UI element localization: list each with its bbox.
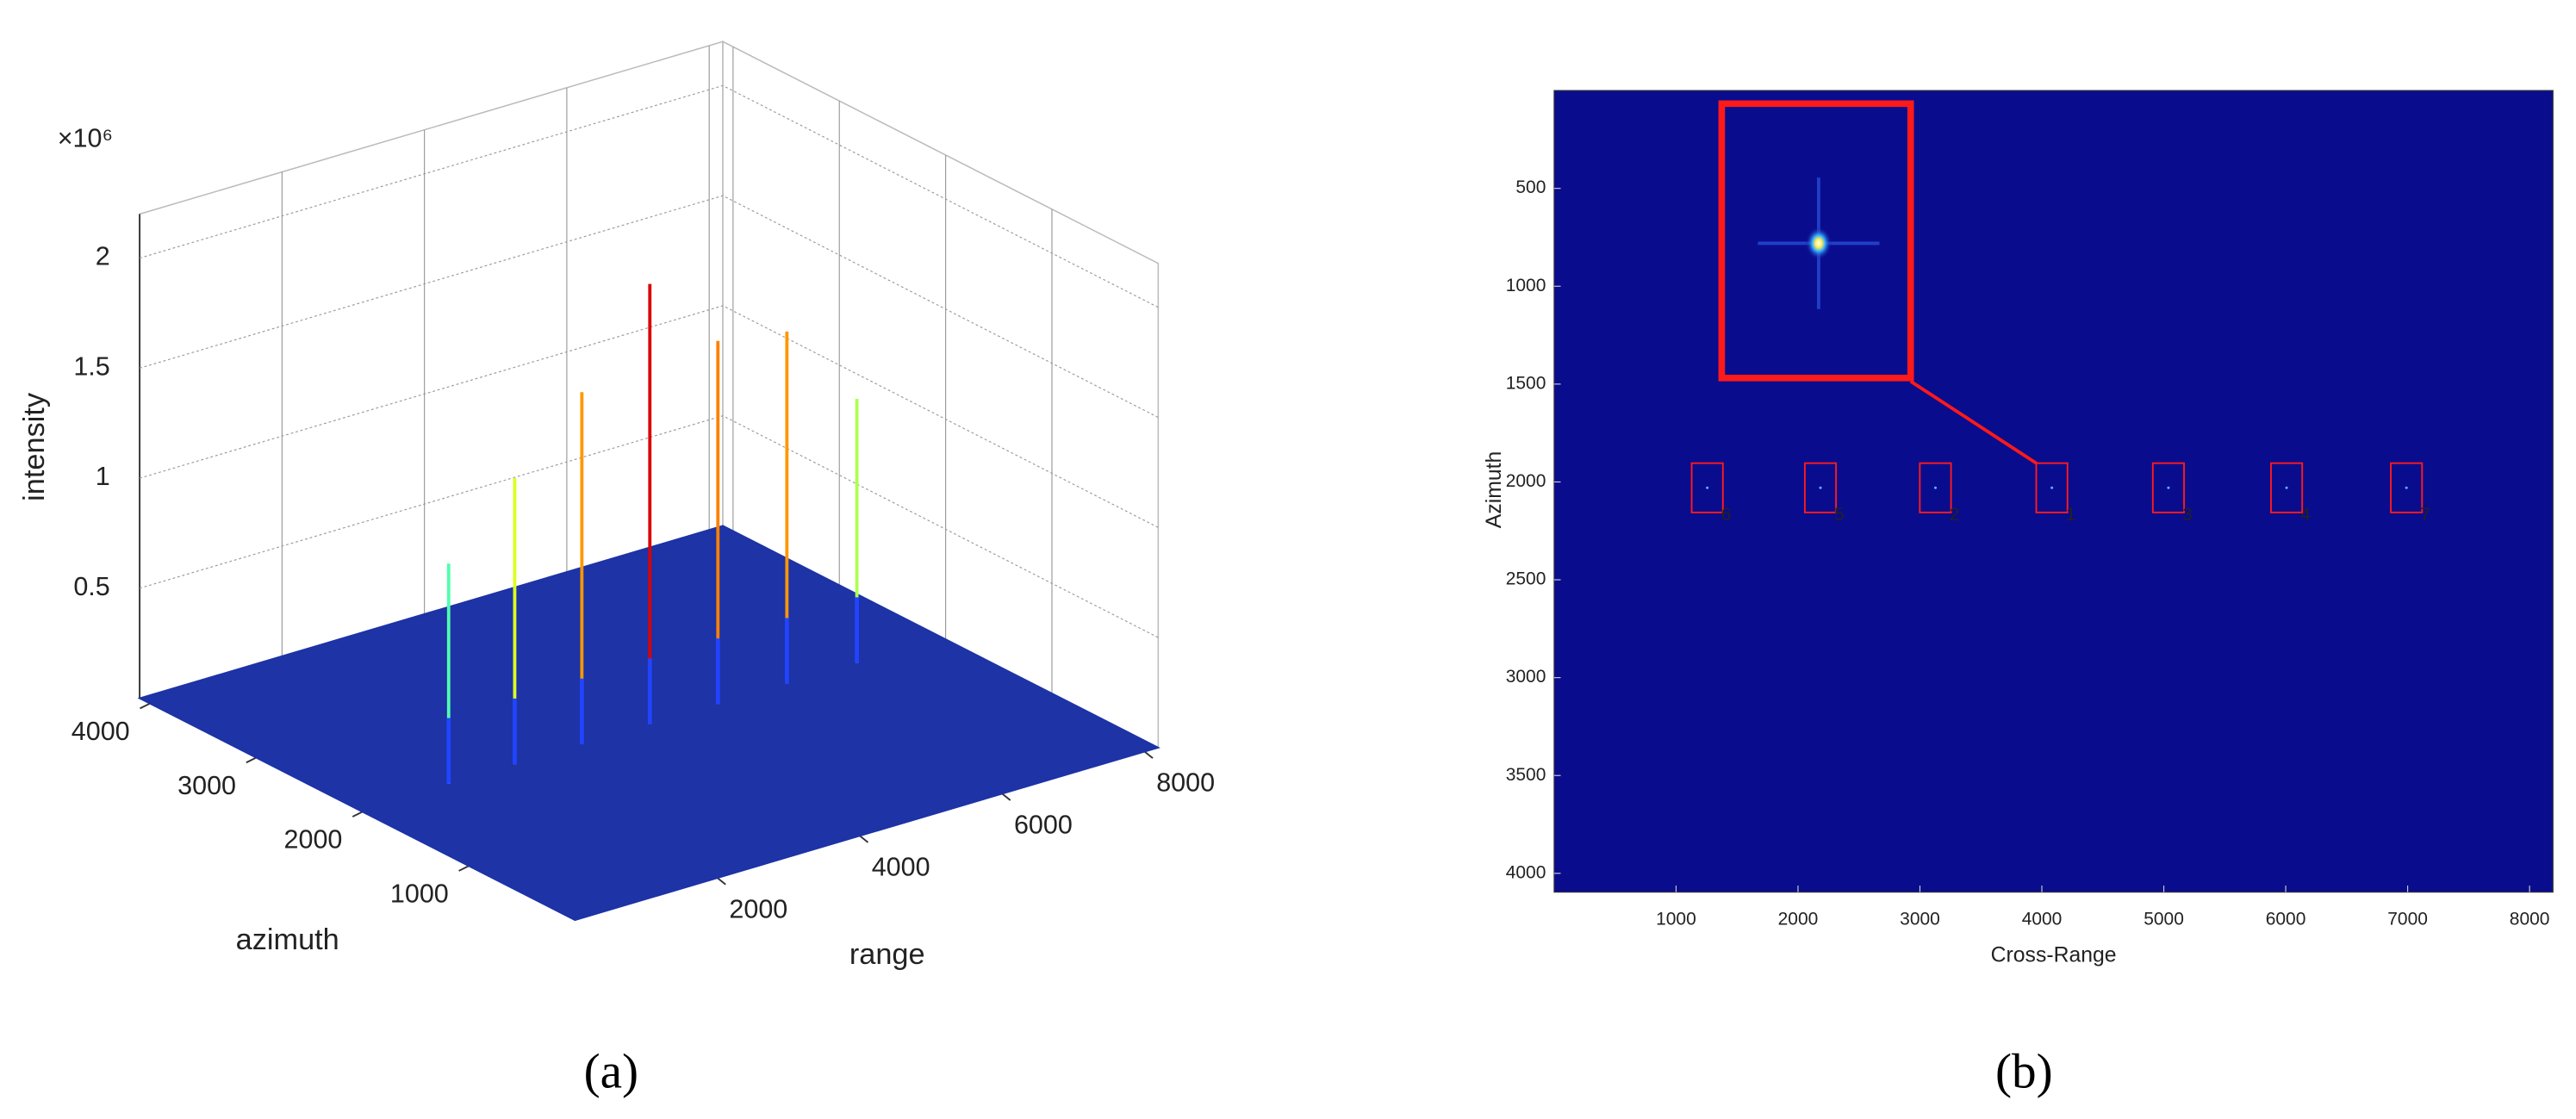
z-tick-label: 1.5 xyxy=(73,351,109,381)
target-box xyxy=(1803,462,1838,513)
x-tick-label: 7000 xyxy=(2387,910,2428,929)
target-point xyxy=(1819,486,1822,489)
x-tick xyxy=(717,877,726,886)
x-tick-label: 6000 xyxy=(1014,811,1073,840)
y-tick-label: 3000 xyxy=(1506,667,1546,687)
y-tick-label: 2000 xyxy=(1506,471,1546,491)
z-grid-line xyxy=(139,415,1159,638)
y-tick-label: 2500 xyxy=(1506,569,1546,589)
y-tick xyxy=(246,756,257,764)
y-tick-label: 1000 xyxy=(1506,276,1546,295)
y-tick-label: 3000 xyxy=(177,771,236,800)
x-axis-label: Cross-Range xyxy=(1991,944,2117,967)
z-tick-label: 1 xyxy=(96,462,110,491)
x-tick-label: 6000 xyxy=(2266,910,2306,929)
target-box xyxy=(1690,462,1724,513)
y-tick xyxy=(458,865,470,872)
target-point xyxy=(1933,486,1937,489)
x-tick xyxy=(1001,793,1011,801)
y-tick-label: 4000 xyxy=(1506,862,1546,882)
target-label: 2 xyxy=(1950,505,1960,525)
x-tick-label: 4000 xyxy=(2022,910,2063,929)
panel-b: 1000 2000 3000 4000 5000 6000 7000 8000 500 1000 1… xyxy=(1483,90,2554,1098)
z-tick-label: 0.5 xyxy=(73,572,109,601)
x-tick-label: 5000 xyxy=(2144,910,2184,929)
x-tick-label: 8000 xyxy=(1156,768,1215,798)
z-axis-label: intensity xyxy=(18,392,51,501)
x-tick-label: 2000 xyxy=(1778,910,1819,929)
x-tick xyxy=(859,835,869,843)
y-tick-label: 4000 xyxy=(72,717,130,746)
image-area xyxy=(1553,90,2554,893)
y-tick-label: 1000 xyxy=(390,880,449,909)
target-point xyxy=(2050,486,2054,489)
y-axis-label: Azimuth xyxy=(1483,451,1506,528)
target-box xyxy=(2269,462,2304,513)
target-point xyxy=(1706,486,1709,489)
x-axis-label: range xyxy=(849,938,925,971)
z-tick-label: 2 xyxy=(96,242,110,271)
target-box xyxy=(2035,462,2069,513)
target-point xyxy=(2405,486,2408,489)
z-grid-line xyxy=(139,305,1159,528)
z-multiplier: ×10⁶ xyxy=(58,123,113,152)
target-label: 5 xyxy=(1834,505,1845,525)
panel-label: (b) xyxy=(1995,1044,2053,1098)
target-label: 3 xyxy=(2182,505,2193,525)
x-tick-label: 2000 xyxy=(729,894,787,923)
zoom-connector xyxy=(1909,380,2038,465)
y-axis-label: azimuth xyxy=(236,923,339,956)
target-label: 7 xyxy=(2420,505,2430,525)
glow-spot xyxy=(1805,227,1832,260)
target-label: 1 xyxy=(2066,505,2076,525)
y-tick-label: 500 xyxy=(1515,177,1546,197)
panel-a: 0.5 1 1.5 2 2000 4000 6000 8000 1000 2000 3000 4000… xyxy=(18,40,1215,1098)
y-tick-label: 2000 xyxy=(284,825,343,855)
x-tick-label: 4000 xyxy=(872,852,930,881)
target-point xyxy=(2167,486,2170,489)
x-tick-label: 1000 xyxy=(1656,910,1696,929)
y-tick-label: 3500 xyxy=(1506,765,1546,785)
x-tick-label: 3000 xyxy=(1900,910,1940,929)
x-tick-label: 8000 xyxy=(2510,910,2550,929)
target-box xyxy=(1919,462,1952,513)
target-box xyxy=(2151,462,2185,513)
target-label: 6 xyxy=(1721,505,1732,525)
target-box xyxy=(2390,462,2424,513)
z-grid-line xyxy=(139,84,1159,308)
z-grid-line xyxy=(139,195,1159,419)
target-label: 4 xyxy=(2300,505,2311,525)
target-point xyxy=(2285,486,2288,489)
y-tick-label: 1500 xyxy=(1506,373,1546,393)
panel-label: (a) xyxy=(584,1044,638,1098)
x-tick xyxy=(1143,750,1154,759)
y-tick xyxy=(352,811,364,817)
y-tick xyxy=(140,702,151,710)
